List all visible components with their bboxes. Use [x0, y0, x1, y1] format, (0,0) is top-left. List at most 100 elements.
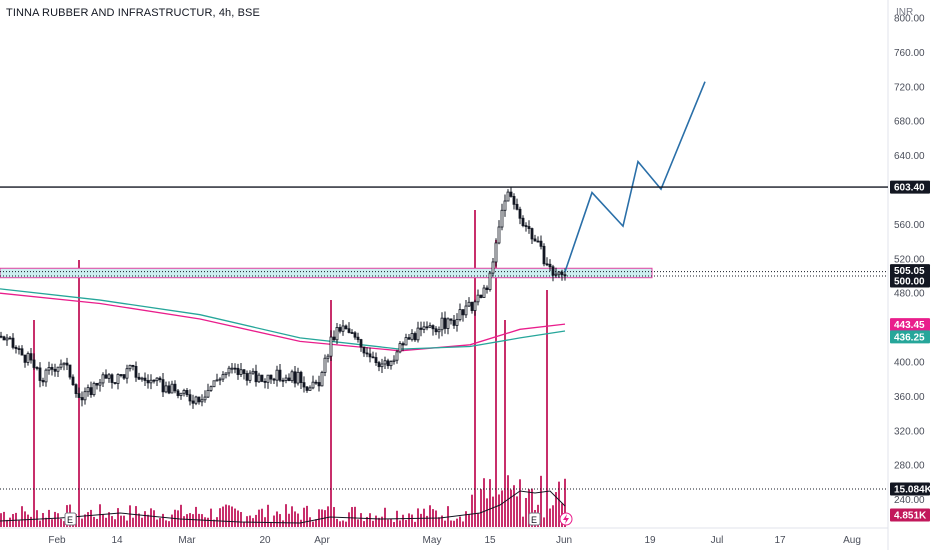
volume-bar	[507, 475, 509, 527]
candle-body	[137, 376, 141, 380]
volume-bar	[288, 513, 290, 527]
ma-pink-badge-bg	[890, 318, 930, 332]
volume-bar	[522, 516, 524, 527]
candle-body	[68, 364, 72, 378]
candle-body	[359, 339, 363, 348]
earnings-marker[interactable]	[528, 512, 541, 526]
earnings-marker[interactable]	[64, 512, 77, 526]
volume-bar	[309, 517, 311, 527]
candle-body	[32, 359, 36, 368]
candle-body	[110, 374, 114, 383]
volume-bar	[33, 320, 35, 527]
volume-bar	[375, 515, 377, 527]
volume-bar	[63, 521, 65, 527]
candle-body	[62, 362, 66, 365]
volume-bar	[276, 511, 278, 527]
volume-avg-badge: 15.084K	[894, 485, 932, 496]
price-tick-label: 480.00	[894, 289, 925, 300]
ma-pink-badge: 443.45	[894, 320, 925, 331]
candle-body	[521, 217, 525, 226]
volume-bar	[192, 514, 194, 527]
volume-bar	[405, 520, 407, 527]
volume-bar	[360, 513, 362, 527]
price-tick-label: 560.00	[894, 220, 925, 231]
candle-body	[368, 353, 372, 358]
volume-bar	[510, 489, 512, 527]
volume-bar	[90, 509, 92, 527]
volume-bar	[195, 506, 197, 527]
candle-body	[101, 374, 105, 384]
candle-body	[182, 390, 186, 394]
volume-bar	[105, 517, 107, 527]
candle-body	[125, 368, 129, 379]
projection-line[interactable]	[564, 81, 706, 272]
volume-bar	[60, 518, 62, 527]
candle-body	[38, 367, 42, 381]
candle-body	[80, 397, 84, 401]
candle-body	[104, 374, 108, 379]
volume-bar	[531, 488, 533, 527]
price-tick-label: 520.00	[894, 254, 925, 265]
candle-body	[287, 377, 291, 382]
time-axis[interactable]: Feb 14 Mar 20 Apr May 15 Jun 19 Jul 17 Aug	[48, 535, 861, 546]
volume-bar	[129, 505, 131, 527]
volume-bar	[414, 521, 416, 527]
volume-bar	[255, 514, 257, 527]
candle-body	[512, 196, 516, 205]
time-tick-label: 17	[774, 535, 786, 546]
price-tick-label: 280.00	[894, 461, 925, 472]
price-tick-label: 240.00	[894, 495, 925, 506]
volume-bar	[525, 497, 527, 527]
volume-bar	[285, 504, 287, 527]
price-axis[interactable]: 800.00760.00720.00680.00640.00600.00560.…	[894, 14, 925, 507]
candle-body	[410, 333, 414, 340]
zone-top-badge-bg	[890, 264, 930, 278]
candle-body	[329, 336, 333, 357]
candle-body	[488, 272, 492, 290]
volume-bar	[357, 519, 359, 527]
candle-body	[461, 309, 465, 316]
candle-body	[395, 351, 399, 361]
candle-body	[440, 317, 444, 331]
volume-bar	[183, 516, 185, 527]
volume-bar	[426, 515, 428, 527]
volume-bar	[345, 521, 347, 527]
volume-bar	[150, 508, 152, 527]
candle-body	[386, 360, 390, 367]
candle-body	[335, 327, 339, 341]
volume-bar	[135, 506, 137, 527]
candle-body	[227, 367, 231, 374]
candle-body	[383, 360, 387, 365]
volume-bar	[303, 507, 305, 527]
volume-bar	[513, 485, 515, 527]
candle-body	[155, 377, 159, 382]
volume-bar	[429, 505, 431, 527]
price-tick-label: 760.00	[894, 48, 925, 59]
support-zone[interactable]	[0, 267, 888, 279]
projection-path[interactable]	[564, 81, 706, 272]
time-tick-label: 15	[484, 535, 496, 546]
candle-body	[233, 367, 237, 370]
candle-body	[317, 382, 321, 387]
volume-bar	[543, 517, 545, 527]
candle-body	[8, 337, 12, 340]
volume-bar	[279, 514, 281, 527]
candle-body	[122, 374, 126, 379]
volume-bar	[120, 515, 122, 527]
volume-bar	[261, 508, 263, 527]
zone-bottom-badge: 500.00	[894, 277, 925, 288]
volume-bar	[369, 513, 371, 527]
volume-bar	[21, 506, 23, 527]
support-zone-box[interactable]	[0, 267, 653, 279]
candle-body	[20, 348, 24, 356]
candle-body	[434, 328, 438, 333]
time-tick-label: Apr	[314, 535, 330, 546]
candle-body	[140, 377, 144, 380]
candle-body	[485, 287, 489, 290]
currency-label: INR	[896, 7, 914, 18]
volume-bar	[291, 506, 293, 527]
candle-body	[365, 352, 369, 355]
candle-body	[95, 382, 99, 386]
